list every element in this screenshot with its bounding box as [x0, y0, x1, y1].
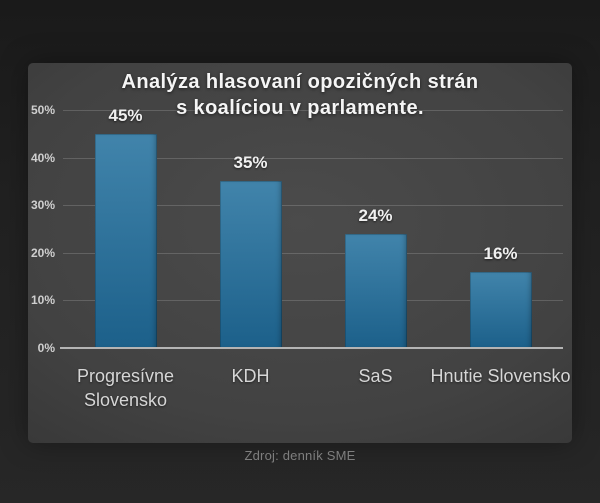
gridline [63, 300, 563, 302]
bar [344, 233, 407, 348]
category-label: Progresívne Slovensko [76, 366, 175, 410]
gridline [63, 110, 563, 111]
y-axis-tick-label: 0% [37, 341, 55, 355]
y-axis-tick-label: 20% [30, 245, 55, 260]
gridline [63, 252, 563, 254]
bar [469, 271, 532, 348]
category-label: KDH [231, 366, 270, 386]
y-axis-tick-label: 40% [30, 150, 55, 165]
plot-area: 0% 10% 20% 30% 40% 50% 45% 35% 24% 16% [31, 103, 563, 355]
category-label: Hnutie Slovensko [430, 366, 571, 386]
bar [94, 133, 157, 348]
bar-value-label: 24% [358, 205, 393, 225]
bar-value-label: 35% [233, 153, 268, 173]
gridline [63, 157, 563, 159]
category-label: SaS [358, 366, 393, 386]
chart-title-line-2: s koalíciou v parlamente. [176, 97, 424, 119]
bar-value-label: 45% [108, 105, 143, 125]
chart-title-line-1: Analýza hlasovaní opozičných strán [121, 71, 479, 93]
bar [219, 181, 282, 348]
x-axis-labels: Progresívne Slovensko KDH SaS Hnutie Sloven… [63, 364, 571, 420]
source-credit: Zdroj: denník SME [244, 448, 356, 463]
chart-title: Analýza hlasovaní opozičných strán s koa… [28, 69, 572, 121]
gridline [63, 205, 563, 207]
x-axis-line [60, 347, 563, 349]
y-axis-tick-label: 30% [30, 198, 55, 213]
y-axis-tick-label: 50% [30, 103, 55, 117]
bar-value-label: 16% [483, 243, 518, 263]
chart-panel: Analýza hlasovaní opozičných strán s koa… [28, 63, 572, 443]
y-axis-tick-label: 10% [30, 293, 55, 308]
